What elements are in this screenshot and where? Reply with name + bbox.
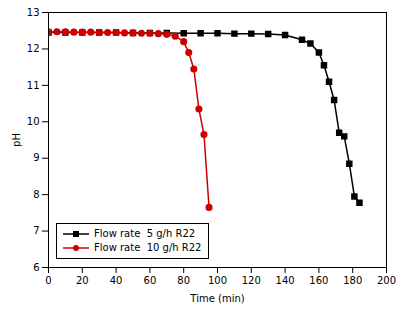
svg-text:80: 80 xyxy=(177,275,190,286)
svg-text:13: 13 xyxy=(27,7,40,18)
svg-text:10: 10 xyxy=(27,116,40,127)
html-text:Flow rate 5 g/h R22: Flow rate 5 g/h R22 xyxy=(94,228,196,239)
svg-text:200: 200 xyxy=(377,275,396,286)
svg-text:6: 6 xyxy=(33,262,39,273)
html-text:Flow rate 10 g/h R22: Flow rate 10 g/h R22 xyxy=(94,242,202,253)
svg-text:100: 100 xyxy=(208,275,227,286)
svg-text:20: 20 xyxy=(76,275,89,286)
svg-text:7: 7 xyxy=(33,225,39,236)
svg-text:12: 12 xyxy=(27,43,40,54)
svg-text:160: 160 xyxy=(309,275,328,286)
svg-text:Time (min): Time (min) xyxy=(189,293,244,304)
svg-text:40: 40 xyxy=(110,275,123,286)
svg-text:9: 9 xyxy=(33,152,39,163)
svg-text:8: 8 xyxy=(33,189,39,200)
svg-text:60: 60 xyxy=(144,275,157,286)
svg-text:140: 140 xyxy=(276,275,295,286)
svg-text:pH: pH xyxy=(11,133,22,147)
svg-text:0: 0 xyxy=(45,275,51,286)
svg-text:120: 120 xyxy=(242,275,261,286)
svg-text:180: 180 xyxy=(343,275,362,286)
svg-text:11: 11 xyxy=(27,80,40,91)
